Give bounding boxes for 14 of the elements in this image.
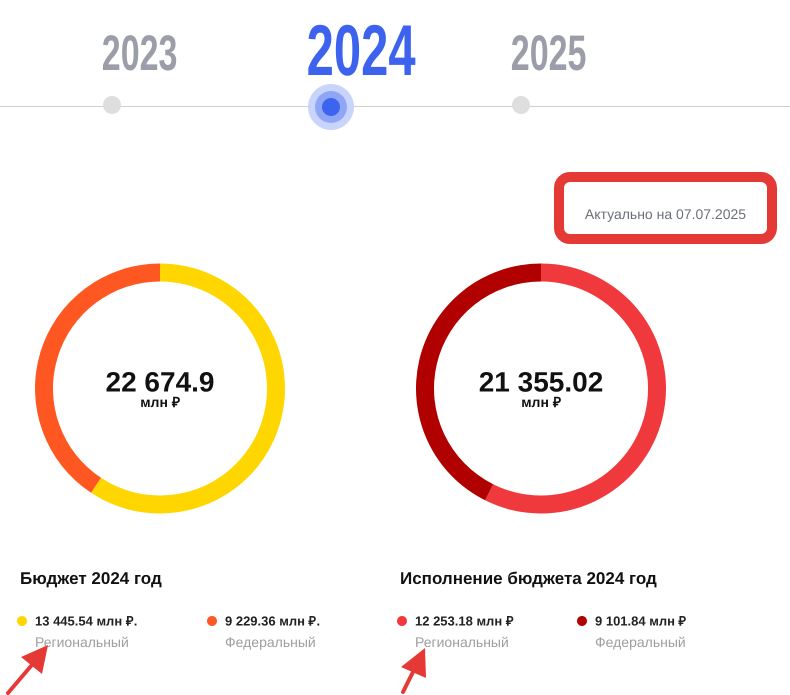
category-label: 2024 — [306, 11, 416, 91]
data-label: 12 253.18 млн ₽ — [415, 614, 514, 628]
legend-label: Федеральный — [225, 634, 316, 650]
legend-label: Федеральный — [595, 634, 686, 650]
text: Актуально на 07.07.2025 — [584, 205, 748, 224]
legend-label: Региональный — [35, 634, 129, 650]
text: Бюджет 2024 год — [20, 569, 162, 588]
data-label: 13 445.54 млн ₽. — [35, 614, 138, 628]
category-label: 2023 — [102, 24, 178, 81]
category-label: 2025 — [511, 24, 587, 81]
data-label: 9 101.84 млн ₽ — [595, 614, 687, 628]
legend-label: Региональный — [415, 634, 509, 650]
text: Исполнение бюджета 2024 год — [400, 569, 658, 588]
data-label: 9 229.36 млн ₽. — [225, 614, 320, 628]
